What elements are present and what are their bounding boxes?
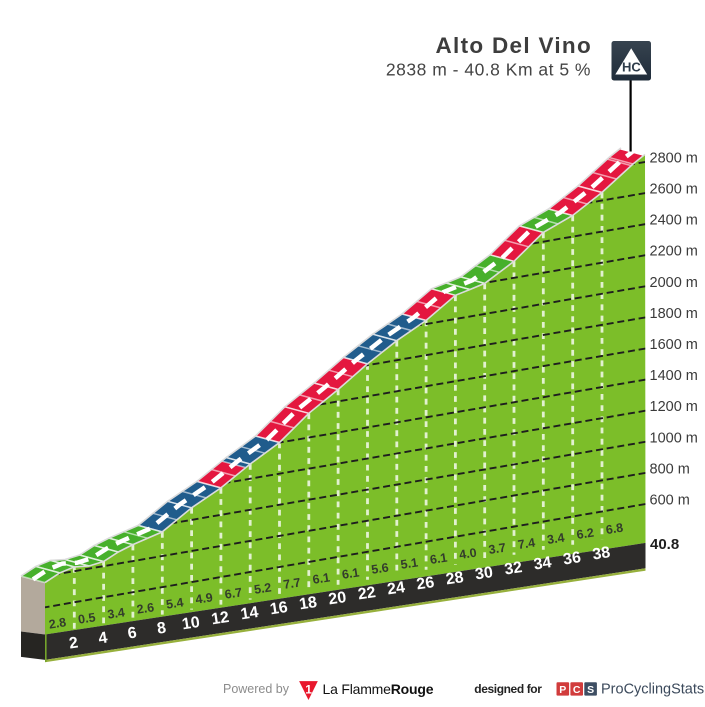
svg-text:5.2: 5.2 [253,580,272,596]
svg-text:6.1: 6.1 [429,551,448,567]
svg-text:2838 m - 40.8 Km at 5 %: 2838 m - 40.8 Km at 5 % [386,60,591,80]
svg-text:12: 12 [210,609,230,628]
svg-text:24: 24 [386,579,406,598]
svg-text:30: 30 [474,564,494,583]
svg-text:6.7: 6.7 [224,585,243,601]
svg-text:32: 32 [503,559,523,578]
svg-text:18: 18 [298,594,318,613]
svg-text:Powered by: Powered by [223,682,290,696]
svg-text:1200 m: 1200 m [650,399,698,415]
svg-text:2.6: 2.6 [136,600,155,616]
svg-text:1400 m: 1400 m [650,368,698,384]
svg-text:7.7: 7.7 [282,575,301,591]
svg-text:16: 16 [269,599,289,618]
svg-text:Alto Del Vino: Alto Del Vino [436,33,593,58]
svg-text:7.4: 7.4 [517,536,536,552]
svg-text:26: 26 [415,574,435,593]
svg-text:6.1: 6.1 [312,570,331,586]
svg-text:3.4: 3.4 [546,531,565,547]
svg-text:2000 m: 2000 m [650,275,698,291]
svg-text:4.9: 4.9 [194,590,213,606]
svg-text:2: 2 [68,634,79,652]
svg-text:36: 36 [562,549,582,568]
svg-text:0.5: 0.5 [77,610,96,626]
svg-text:2200 m: 2200 m [650,244,698,260]
svg-text:600 m: 600 m [650,493,690,509]
svg-text:40.8: 40.8 [650,536,679,553]
svg-text:2800 m: 2800 m [650,150,698,166]
svg-text:800 m: 800 m [650,461,690,477]
svg-text:22: 22 [357,584,377,603]
svg-text:HC: HC [622,60,641,75]
svg-text:S: S [587,684,594,696]
svg-text:8: 8 [156,620,167,638]
svg-text:14: 14 [239,604,259,623]
svg-text:1: 1 [305,683,312,697]
svg-text:4.0: 4.0 [458,546,477,562]
svg-text:34: 34 [533,554,553,573]
svg-text:1600 m: 1600 m [650,337,698,353]
svg-text:1800 m: 1800 m [650,306,698,322]
svg-text:2600 m: 2600 m [650,182,698,198]
svg-text:6: 6 [127,624,138,642]
svg-text:3.7: 3.7 [488,541,507,557]
svg-text:C: C [573,684,581,696]
svg-text:2.8: 2.8 [48,615,67,631]
svg-text:5.1: 5.1 [400,555,419,571]
svg-text:20: 20 [327,589,347,608]
svg-text:3.4: 3.4 [106,605,125,621]
svg-text:6.1: 6.1 [341,565,360,581]
svg-text:6.8: 6.8 [605,521,624,537]
svg-text:28: 28 [445,569,465,588]
svg-text:2400 m: 2400 m [650,213,698,229]
svg-text:5.4: 5.4 [165,595,184,611]
svg-text:6.2: 6.2 [576,526,595,542]
svg-text:1000 m: 1000 m [650,430,698,446]
svg-text:P: P [559,684,566,696]
svg-text:5.6: 5.6 [370,560,389,576]
svg-text:designed for: designed for [474,682,542,696]
svg-text:10: 10 [181,614,201,633]
svg-text:ProCyclingStats: ProCyclingStats [601,682,704,698]
svg-text:4: 4 [97,629,108,647]
svg-text:La FlammeRouge: La FlammeRouge [323,681,434,697]
svg-text:38: 38 [591,544,611,563]
